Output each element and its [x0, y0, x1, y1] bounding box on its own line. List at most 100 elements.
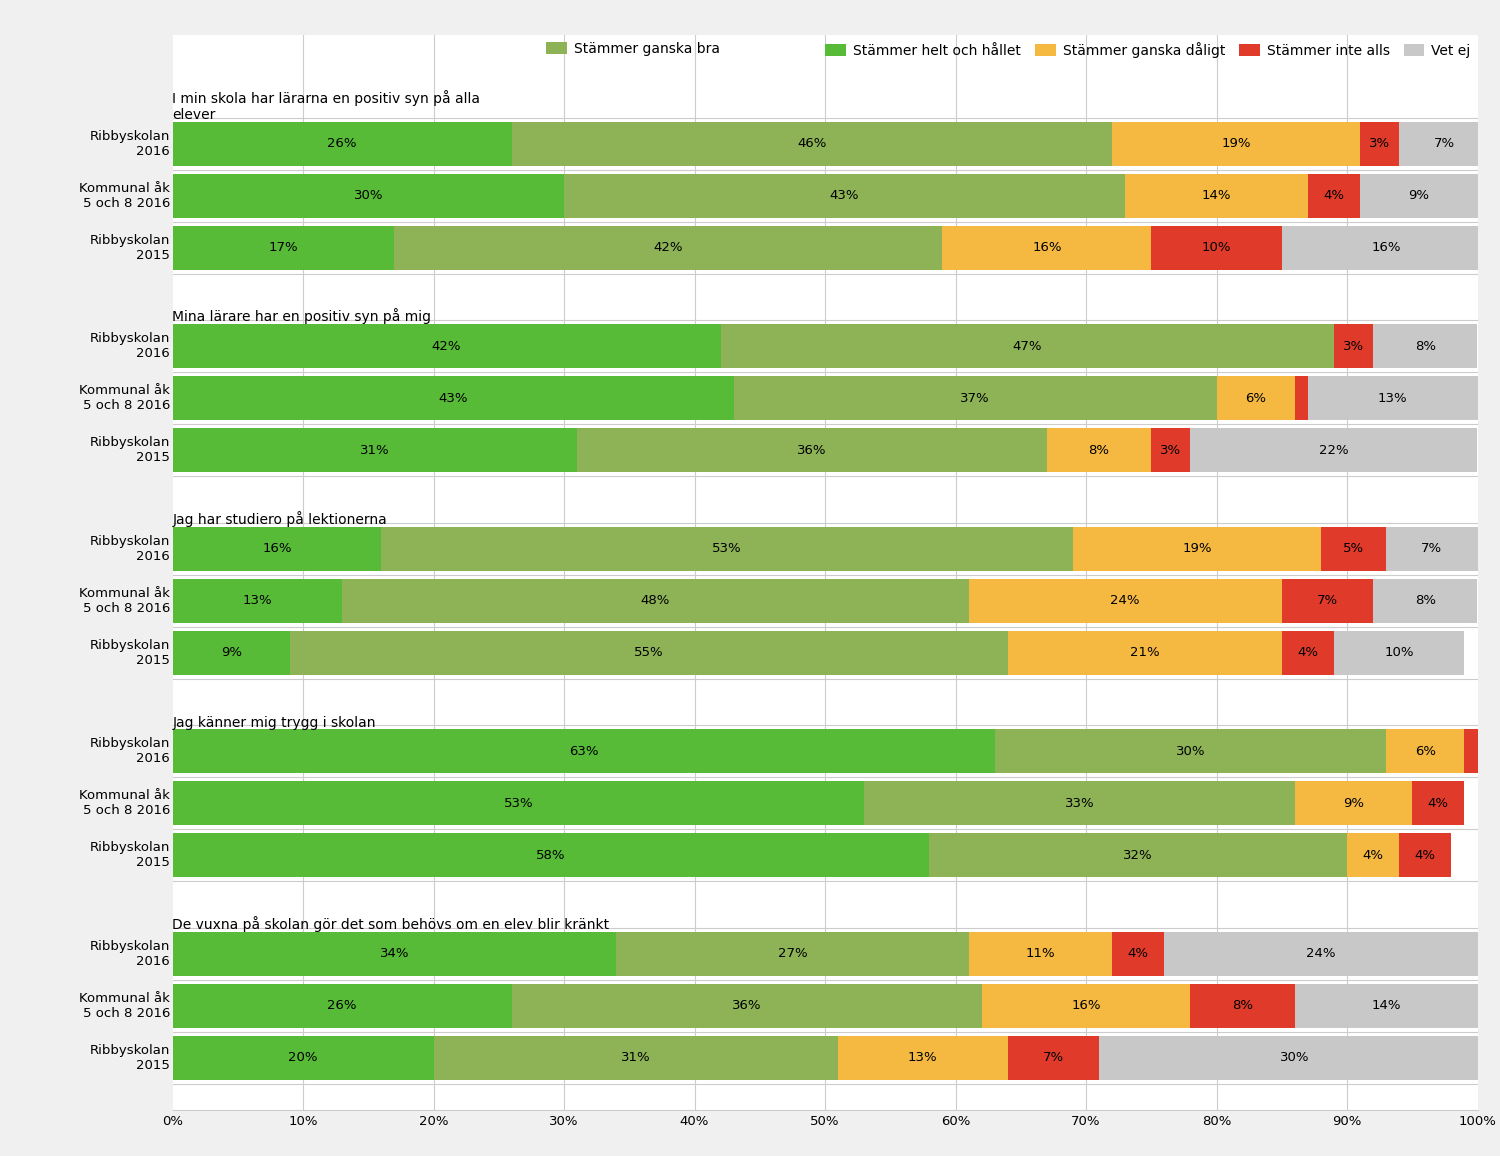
- Text: 4%: 4%: [1298, 646, 1318, 659]
- Text: 53%: 53%: [712, 542, 742, 555]
- Bar: [734, 376, 1216, 421]
- Bar: [564, 173, 1125, 217]
- Text: Ribbyskolan
2016: Ribbyskolan 2016: [90, 535, 170, 563]
- Bar: [172, 932, 616, 976]
- Bar: [1152, 225, 1281, 269]
- Text: 6%: 6%: [1245, 392, 1266, 405]
- Bar: [1400, 121, 1491, 165]
- Bar: [172, 729, 995, 773]
- Bar: [1281, 225, 1491, 269]
- Bar: [1308, 376, 1478, 421]
- Text: 53%: 53%: [504, 796, 532, 810]
- Text: Ribbyskolan
2015: Ribbyskolan 2015: [90, 234, 170, 261]
- Bar: [172, 376, 734, 421]
- Text: 14%: 14%: [1371, 1000, 1401, 1013]
- Text: 30%: 30%: [1280, 1051, 1310, 1065]
- Text: 26%: 26%: [327, 1000, 357, 1013]
- Bar: [942, 225, 1152, 269]
- Bar: [172, 631, 290, 675]
- Text: 9%: 9%: [1342, 796, 1364, 810]
- Bar: [864, 781, 1294, 825]
- Bar: [172, 833, 930, 877]
- Bar: [512, 121, 1112, 165]
- Text: 3%: 3%: [1342, 340, 1364, 353]
- Bar: [1100, 1036, 1491, 1080]
- Text: 22%: 22%: [1318, 444, 1348, 457]
- Text: 33%: 33%: [1065, 796, 1095, 810]
- Bar: [172, 121, 512, 165]
- Bar: [1322, 527, 1386, 571]
- Text: 8%: 8%: [1414, 340, 1436, 353]
- Text: 7%: 7%: [1042, 1051, 1064, 1065]
- Text: 4%: 4%: [1128, 948, 1149, 961]
- Legend: Stämmer ganska bra: Stämmer ganska bra: [546, 42, 720, 55]
- Bar: [1191, 984, 1294, 1028]
- Text: 19%: 19%: [1221, 138, 1251, 150]
- Bar: [172, 1036, 434, 1080]
- Text: Kommunal åk
5 och 8 2016: Kommunal åk 5 och 8 2016: [80, 587, 170, 615]
- Bar: [1191, 428, 1478, 473]
- Bar: [342, 579, 969, 623]
- Text: 36%: 36%: [796, 444, 826, 457]
- Text: Kommunal åk
5 och 8 2016: Kommunal åk 5 och 8 2016: [80, 790, 170, 817]
- Text: 8%: 8%: [1232, 1000, 1252, 1013]
- Bar: [1360, 173, 1478, 217]
- Text: Mina lärare har en positiv syn på mig: Mina lärare har en positiv syn på mig: [172, 309, 432, 325]
- Text: 43%: 43%: [438, 392, 468, 405]
- Bar: [720, 324, 1334, 369]
- Text: 31%: 31%: [621, 1051, 651, 1065]
- Bar: [1386, 729, 1464, 773]
- Text: 36%: 36%: [732, 1000, 762, 1013]
- Text: 42%: 42%: [432, 340, 462, 353]
- Text: 27%: 27%: [777, 948, 807, 961]
- Bar: [1008, 631, 1281, 675]
- Text: 7%: 7%: [1317, 594, 1338, 607]
- Bar: [1308, 173, 1360, 217]
- Bar: [172, 781, 864, 825]
- Text: Ribbyskolan
2015: Ribbyskolan 2015: [90, 1044, 170, 1072]
- Text: 8%: 8%: [1089, 444, 1110, 457]
- Bar: [1464, 729, 1478, 773]
- Bar: [1125, 173, 1308, 217]
- Text: 34%: 34%: [380, 948, 410, 961]
- Bar: [172, 428, 578, 473]
- Bar: [969, 579, 1281, 623]
- Bar: [1334, 631, 1464, 675]
- Text: Ribbyskolan
2015: Ribbyskolan 2015: [90, 436, 170, 465]
- Text: Ribbyskolan
2015: Ribbyskolan 2015: [90, 842, 170, 869]
- Bar: [1281, 579, 1372, 623]
- Text: 8%: 8%: [1414, 594, 1436, 607]
- Bar: [381, 527, 1072, 571]
- Bar: [172, 984, 512, 1028]
- Text: 16%: 16%: [262, 542, 291, 555]
- Bar: [172, 173, 564, 217]
- Text: 48%: 48%: [640, 594, 670, 607]
- Text: Ribbyskolan
2015: Ribbyskolan 2015: [90, 639, 170, 667]
- Bar: [1047, 428, 1150, 473]
- Bar: [1294, 781, 1413, 825]
- Text: 4%: 4%: [1414, 849, 1436, 861]
- Text: Kommunal åk
5 och 8 2016: Kommunal åk 5 och 8 2016: [80, 181, 170, 209]
- Text: 19%: 19%: [1182, 542, 1212, 555]
- Bar: [578, 428, 1047, 473]
- Bar: [290, 631, 1008, 675]
- Bar: [1008, 1036, 1100, 1080]
- Text: 43%: 43%: [830, 190, 860, 202]
- Bar: [1072, 527, 1322, 571]
- Bar: [433, 1036, 838, 1080]
- Text: 20%: 20%: [288, 1051, 318, 1065]
- Text: 37%: 37%: [960, 392, 990, 405]
- Bar: [1386, 527, 1478, 571]
- Text: 30%: 30%: [1176, 744, 1204, 758]
- Text: 26%: 26%: [327, 138, 357, 150]
- Bar: [1347, 833, 1400, 877]
- Text: 24%: 24%: [1306, 948, 1335, 961]
- Bar: [839, 1036, 1008, 1080]
- Bar: [1334, 324, 1372, 369]
- Text: 47%: 47%: [1013, 340, 1042, 353]
- Bar: [1164, 932, 1478, 976]
- Text: Ribbyskolan
2016: Ribbyskolan 2016: [90, 738, 170, 765]
- Text: 6%: 6%: [1414, 744, 1436, 758]
- Text: 13%: 13%: [243, 594, 272, 607]
- Bar: [616, 932, 969, 976]
